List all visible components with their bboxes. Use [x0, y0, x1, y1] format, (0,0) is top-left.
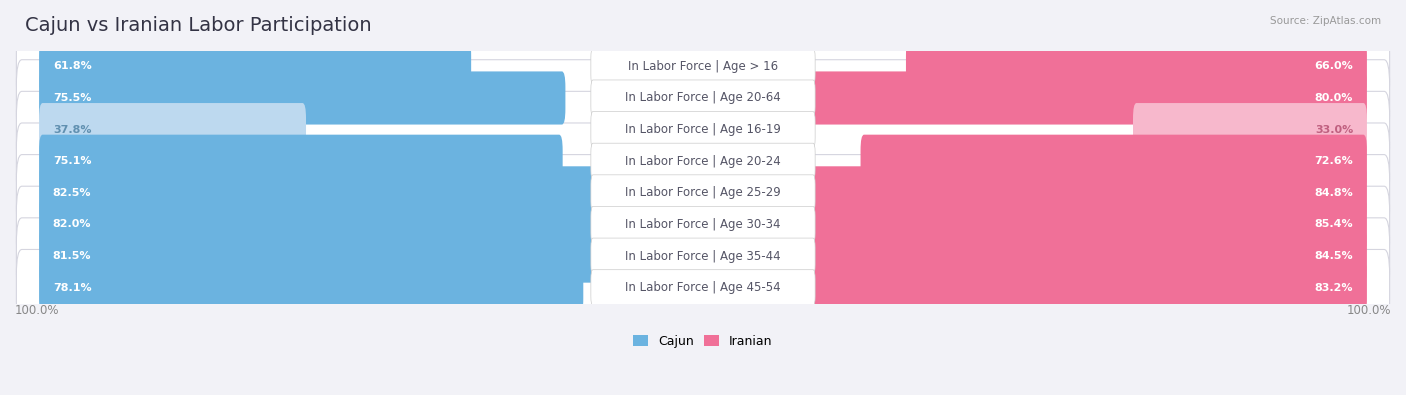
Text: In Labor Force | Age > 16: In Labor Force | Age > 16 — [628, 60, 778, 73]
Text: 82.0%: 82.0% — [53, 220, 91, 229]
Text: 84.8%: 84.8% — [1315, 188, 1353, 198]
FancyBboxPatch shape — [591, 143, 815, 179]
FancyBboxPatch shape — [17, 28, 1389, 105]
FancyBboxPatch shape — [591, 80, 815, 116]
Text: 75.5%: 75.5% — [53, 93, 91, 103]
Text: 84.5%: 84.5% — [1315, 251, 1353, 261]
Text: In Labor Force | Age 16-19: In Labor Force | Age 16-19 — [626, 123, 780, 136]
Text: In Labor Force | Age 20-24: In Labor Force | Age 20-24 — [626, 155, 780, 168]
FancyBboxPatch shape — [810, 71, 1367, 124]
FancyBboxPatch shape — [17, 186, 1389, 263]
FancyBboxPatch shape — [905, 40, 1367, 93]
FancyBboxPatch shape — [17, 154, 1389, 231]
Text: 37.8%: 37.8% — [53, 124, 91, 135]
FancyBboxPatch shape — [17, 123, 1389, 199]
FancyBboxPatch shape — [1133, 103, 1367, 156]
FancyBboxPatch shape — [772, 198, 1367, 251]
FancyBboxPatch shape — [591, 270, 815, 306]
Text: In Labor Force | Age 30-34: In Labor Force | Age 30-34 — [626, 218, 780, 231]
Text: 82.5%: 82.5% — [53, 188, 91, 198]
Text: Source: ZipAtlas.com: Source: ZipAtlas.com — [1270, 16, 1381, 26]
FancyBboxPatch shape — [39, 261, 583, 314]
FancyBboxPatch shape — [591, 175, 815, 211]
Text: 72.6%: 72.6% — [1315, 156, 1353, 166]
Text: 75.1%: 75.1% — [53, 156, 91, 166]
FancyBboxPatch shape — [591, 111, 815, 148]
FancyBboxPatch shape — [39, 198, 610, 251]
Text: 81.5%: 81.5% — [53, 251, 91, 261]
Text: 100.0%: 100.0% — [15, 303, 59, 316]
Text: 83.2%: 83.2% — [1315, 283, 1353, 293]
FancyBboxPatch shape — [591, 207, 815, 243]
FancyBboxPatch shape — [776, 166, 1367, 219]
Text: 80.0%: 80.0% — [1315, 93, 1353, 103]
Text: Cajun vs Iranian Labor Participation: Cajun vs Iranian Labor Participation — [25, 16, 373, 35]
FancyBboxPatch shape — [39, 229, 606, 283]
FancyBboxPatch shape — [17, 60, 1389, 136]
FancyBboxPatch shape — [39, 40, 471, 93]
Text: In Labor Force | Age 20-64: In Labor Force | Age 20-64 — [626, 92, 780, 105]
FancyBboxPatch shape — [787, 261, 1367, 314]
FancyBboxPatch shape — [39, 135, 562, 188]
Text: 100.0%: 100.0% — [1347, 303, 1391, 316]
FancyBboxPatch shape — [779, 229, 1367, 283]
FancyBboxPatch shape — [591, 238, 815, 274]
Text: 61.8%: 61.8% — [53, 61, 91, 71]
Text: 85.4%: 85.4% — [1315, 220, 1353, 229]
Text: In Labor Force | Age 25-29: In Labor Force | Age 25-29 — [626, 186, 780, 199]
FancyBboxPatch shape — [39, 166, 613, 219]
Text: 33.0%: 33.0% — [1315, 124, 1353, 135]
FancyBboxPatch shape — [860, 135, 1367, 188]
FancyBboxPatch shape — [17, 218, 1389, 294]
Legend: Cajun, Iranian: Cajun, Iranian — [628, 330, 778, 353]
FancyBboxPatch shape — [39, 71, 565, 124]
Text: In Labor Force | Age 45-54: In Labor Force | Age 45-54 — [626, 281, 780, 294]
Text: In Labor Force | Age 35-44: In Labor Force | Age 35-44 — [626, 250, 780, 263]
Text: 78.1%: 78.1% — [53, 283, 91, 293]
FancyBboxPatch shape — [17, 91, 1389, 168]
FancyBboxPatch shape — [17, 250, 1389, 326]
FancyBboxPatch shape — [39, 103, 307, 156]
FancyBboxPatch shape — [591, 48, 815, 85]
Text: 66.0%: 66.0% — [1315, 61, 1353, 71]
